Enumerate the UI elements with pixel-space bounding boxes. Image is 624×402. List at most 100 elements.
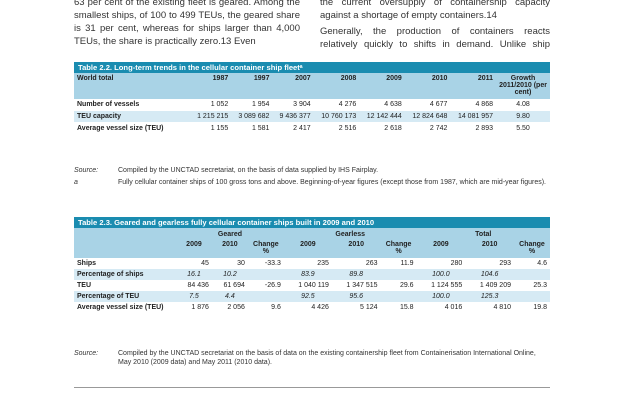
table-cell: 2 893 — [450, 122, 496, 134]
table-cell: 89.8 — [349, 271, 364, 278]
row-label: Percentage of ships — [77, 271, 144, 278]
footnote-marker: a — [74, 179, 78, 186]
table-cell: 4 677 — [429, 101, 448, 108]
table-cell: 5.50 — [496, 122, 550, 134]
subheader-year: 2010 — [481, 241, 498, 248]
table-cell: 1 215 215 — [190, 110, 232, 123]
table-cell: 3 904 — [293, 101, 311, 108]
subheader-year: 2009 — [186, 241, 202, 248]
table-cell: 100.0 — [432, 271, 450, 278]
table-cell: 10.2 — [223, 271, 237, 278]
table-row: Percentage of TEU 7.5 4.4 92.5 95.6 100.0 125.… — [74, 291, 550, 302]
table-cell: 2 742 — [404, 122, 451, 134]
subheader-year: 2009 — [433, 241, 449, 248]
table-cell: 1 052 — [210, 101, 229, 108]
table-cell: 2 417 — [272, 122, 314, 134]
table-cell: -33.3 — [264, 260, 281, 267]
table-row: Average vessel size (TEU) 1 876 2 056 9.6 4 … — [74, 302, 550, 313]
table-cell: 280 — [450, 260, 463, 267]
table-2-2-header-row: World total 1987 1997 2007 2008 2009 2010 2011 G… — [74, 73, 550, 99]
table-cell: 9 436 377 — [272, 110, 314, 123]
table-cell: 4 276 — [338, 101, 357, 108]
subheader-change: Change % — [385, 241, 412, 255]
table-cell: 5 124 — [360, 304, 378, 311]
intro-left-paragraph: 63 per cent of the existing fleet is gea… — [74, 0, 300, 47]
table-cell: 9.80 — [496, 110, 550, 123]
table-2-3-grid: Geared Gearless Total 2009 2010 Change % 20… — [74, 228, 550, 313]
table-2-3-title: Table 2.3. Geared and gearless fully cel… — [74, 217, 550, 228]
table-cell: 84 436 — [187, 282, 209, 289]
header-col-7: 2011 — [477, 75, 493, 82]
table-2-3-group-row: Geared Gearless Total — [74, 228, 550, 240]
table-cell: 1 124 555 — [431, 282, 463, 289]
table-cell: 1 347 515 — [346, 282, 378, 289]
table-cell: 4.4 — [225, 293, 235, 300]
table-row: TEU 84 436 61 694 -26.9 1 040 119 1 347 515 29… — [74, 280, 550, 291]
table-cell: 4 426 — [311, 304, 329, 311]
table-row: Number of vessels 1 052 1 954 3 904 4 276 4 6… — [74, 99, 550, 111]
table-cell: 92.5 — [301, 293, 315, 300]
header-col-6: 2010 — [431, 75, 448, 82]
table-cell: 9.6 — [271, 304, 281, 311]
subheader-year: 2010 — [222, 241, 238, 248]
group-geared: Geared — [217, 230, 242, 238]
row-label: Number of vessels — [77, 101, 140, 108]
intro-right-paragraph-2: Generally, the production of containers … — [320, 26, 550, 50]
row-label: TEU capacity — [74, 110, 190, 123]
table-cell: 14 081 957 — [450, 110, 496, 123]
table-cell — [381, 291, 417, 302]
table-cell: 2 618 — [359, 122, 405, 134]
table-2-3-subheader-row: 2009 2010 Change % 2009 2010 Change % 2009 2010… — [74, 240, 550, 258]
table-cell: 19.8 — [533, 304, 547, 311]
table-cell: 100.0 — [432, 293, 450, 300]
table-cell: 293 — [499, 260, 511, 267]
table-2-2: Table 2.2. Long-term trends in the cellu… — [74, 62, 550, 134]
table-cell: 12 142 444 — [359, 110, 405, 123]
subheader-change: Change % — [519, 241, 545, 255]
table-cell: 263 — [365, 260, 378, 267]
table-cell: 12 824 648 — [404, 110, 451, 123]
document-page: 63 per cent of the existing fleet is gea… — [74, 0, 550, 402]
table-cell: -26.9 — [264, 282, 281, 289]
row-label: Ships — [77, 260, 97, 267]
table-cell: 1 155 — [190, 122, 232, 134]
table-cell — [514, 269, 550, 280]
table-cell: 104.6 — [480, 271, 499, 278]
table-cell — [248, 291, 284, 302]
footer-rule — [74, 387, 550, 388]
table-cell: 4 016 — [444, 304, 463, 311]
table-row: TEU capacity 1 215 215 3 089 682 9 436 377 1… — [74, 110, 550, 123]
header-col-5: 2009 — [386, 75, 402, 82]
table-cell: 95.6 — [349, 293, 364, 300]
table-cell: 125.3 — [480, 293, 499, 300]
table-cell: 10 760 173 — [313, 110, 360, 123]
table-row: Average vessel size (TEU) 1 155 1 581 2 417… — [74, 122, 550, 134]
table-cell — [248, 269, 284, 280]
header-col-8: Growth 2011/2010 (per cent) — [499, 75, 547, 96]
subheader-year: 2009 — [300, 241, 316, 248]
row-label: Percentage of TEU — [77, 293, 140, 300]
table-cell: 3 089 682 — [231, 110, 273, 123]
table-2-2-grid: World total 1987 1997 2007 2008 2009 2010 2011 G… — [74, 73, 550, 134]
source-text: Compiled by the UNCTAD secretariat on th… — [118, 350, 536, 366]
table-cell: 7.5 — [189, 293, 199, 300]
row-label: TEU — [77, 282, 91, 289]
table-cell: 16.1 — [187, 271, 201, 278]
table-cell: 15.8 — [399, 304, 414, 311]
table-cell: 2 516 — [313, 122, 360, 134]
table-cell: 2 056 — [227, 304, 245, 311]
subheader-year: 2010 — [348, 241, 364, 248]
table-cell — [381, 269, 417, 280]
table-cell: 4.6 — [537, 260, 547, 267]
table-cell: 1 409 209 — [479, 282, 511, 289]
row-label: Average vessel size (TEU) — [74, 122, 190, 134]
row-label: Average vessel size (TEU) — [77, 304, 164, 311]
intro-text: 63 per cent of the existing fleet is gea… — [74, 0, 550, 52]
source-text: Compiled by the UNCTAD secretariat, on t… — [118, 167, 379, 174]
footnote-text: Fully cellular container ships of 100 gr… — [118, 179, 546, 186]
group-total: Total — [475, 230, 492, 238]
table-cell: 30 — [237, 260, 245, 267]
header-col-3: 2007 — [295, 75, 311, 82]
table-cell: 1 954 — [251, 101, 270, 108]
source-label: Source: — [74, 350, 99, 357]
